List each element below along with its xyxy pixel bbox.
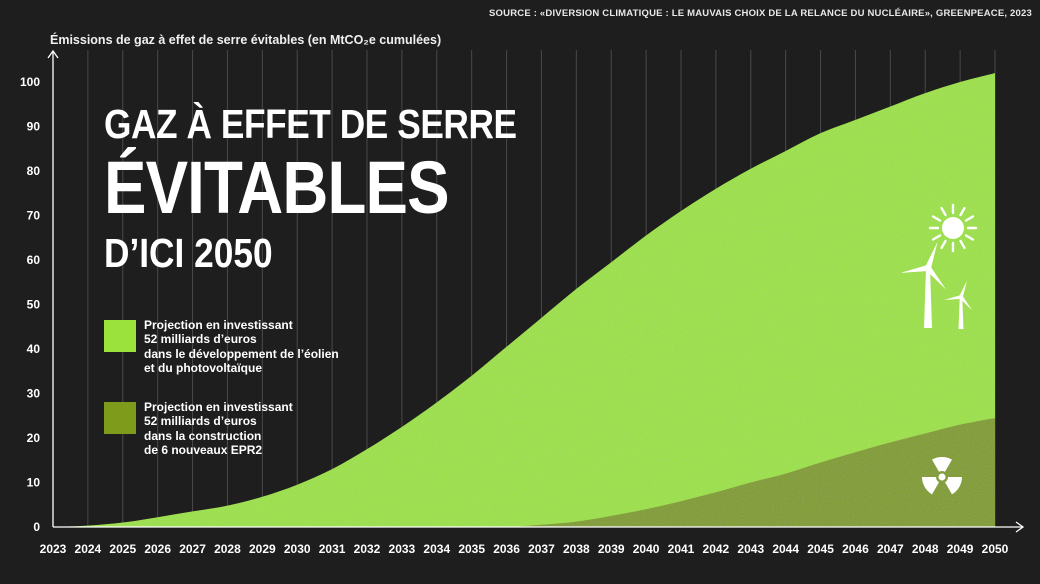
x-tick-label: 2048 (912, 542, 939, 556)
x-tick-label: 2029 (249, 542, 276, 556)
y-axis-arrow (47, 49, 59, 59)
x-tick-label: 2046 (842, 542, 869, 556)
x-tick-label: 2049 (947, 542, 974, 556)
x-tick-label: 2040 (633, 542, 660, 556)
y-tick-label: 0 (33, 520, 40, 534)
legend-label-epr2: Projection en investissant 52 milliards … (144, 400, 293, 458)
turbine-blade (925, 241, 938, 270)
x-tick-label: 2025 (109, 542, 136, 556)
turbine-blade (900, 265, 929, 273)
sun-ray (959, 206, 966, 217)
legend-label-renewables: Projection en investissant 52 milliards … (144, 318, 339, 376)
turbine-blade (925, 266, 946, 290)
x-tick-label: 2037 (528, 542, 555, 556)
sun-ray (940, 239, 947, 250)
area-series-renewables (53, 73, 995, 527)
y-tick-label: 30 (27, 387, 41, 401)
sun-ray (959, 239, 966, 250)
radiation-center (938, 473, 946, 481)
x-tick-label: 2038 (563, 542, 590, 556)
y-tick-label: 40 (27, 342, 41, 356)
y-tick-label: 100 (20, 75, 40, 89)
x-tick-label: 2033 (389, 542, 416, 556)
y-tick-label: 90 (27, 120, 41, 134)
legend-swatch-epr2 (104, 402, 136, 434)
turbine-tower (924, 268, 932, 328)
x-tick-label: 2045 (807, 542, 834, 556)
sun-disc (942, 217, 964, 239)
x-tick-label: 2031 (319, 542, 346, 556)
sun-ray (940, 206, 947, 217)
sun-and-wind-turbines-icon (900, 203, 978, 329)
x-tick-label: 2042 (703, 542, 730, 556)
radiation-icon (922, 457, 963, 495)
sun-ray (964, 234, 975, 241)
x-tick-label: 2044 (772, 542, 799, 556)
area-series-epr2 (53, 417, 995, 528)
legend-item-renewables: Projection en investissant 52 milliards … (104, 318, 384, 376)
axes (47, 49, 1025, 533)
x-tick-label: 2043 (737, 542, 764, 556)
title-line-1: GAZ À EFFET DE SERRE (104, 101, 517, 147)
legend-swatch-renewables (104, 320, 136, 352)
x-tick-label: 2032 (354, 542, 381, 556)
turbine-tower (958, 297, 964, 329)
source-note: SOURCE : «DIVERSION CLIMATIQUE : LE MAUV… (489, 8, 1032, 19)
title-line-2: ÉVITABLES (104, 146, 450, 229)
turbine-blade (959, 295, 973, 311)
legend-item-epr2: Projection en investissant 52 milliards … (104, 400, 384, 458)
x-tick-label: 2023 (40, 542, 67, 556)
x-tick-label: 2035 (458, 542, 485, 556)
x-tick-label: 2039 (598, 542, 625, 556)
x-tick-label: 2030 (284, 542, 311, 556)
y-tick-label: 60 (27, 253, 41, 267)
radiation-blade (945, 477, 963, 495)
x-axis-arrow (1015, 521, 1025, 533)
y-tick-label: 50 (27, 298, 41, 312)
sun-ray (931, 234, 942, 241)
y-tick-label: 70 (27, 209, 41, 223)
x-tick-label: 2026 (144, 542, 171, 556)
turbine-blade (959, 280, 967, 298)
radiation-blade (922, 477, 939, 495)
y-tick-labels: 0 10 20 30 40 50 60 70 80 90 100 (20, 75, 40, 534)
y-axis-label: Émissions de gaz à effet de serre évitab… (50, 33, 442, 47)
turbine-blade (943, 295, 962, 301)
x-tick-label: 2034 (423, 542, 450, 556)
sun-ray (964, 215, 975, 222)
series-areas (53, 73, 995, 528)
turbine-hub (958, 294, 964, 300)
turbine-hub (924, 264, 932, 272)
title-line-3: D’ICI 2050 (104, 230, 273, 276)
sun-ray (931, 215, 942, 222)
chart-title: GAZ À EFFET DE SERRE ÉVITABLES D’ICI 205… (104, 104, 584, 274)
y-tick-label: 20 (27, 431, 41, 445)
x-tick-label: 2036 (493, 542, 520, 556)
y-tick-label: 80 (27, 164, 41, 178)
x-tick-label: 2028 (214, 542, 241, 556)
x-tick-label: 2050 (982, 542, 1009, 556)
x-tick-label: 2047 (877, 542, 904, 556)
y-tick-label: 10 (27, 476, 41, 490)
radiation-blade (932, 457, 952, 472)
x-tick-label: 2041 (668, 542, 695, 556)
x-tick-labels: 2023 2024 2025 2026 2027 2028 2029 2030 2031 2032… (40, 542, 1009, 556)
x-tick-label: 2027 (179, 542, 206, 556)
x-tick-label: 2024 (75, 542, 102, 556)
